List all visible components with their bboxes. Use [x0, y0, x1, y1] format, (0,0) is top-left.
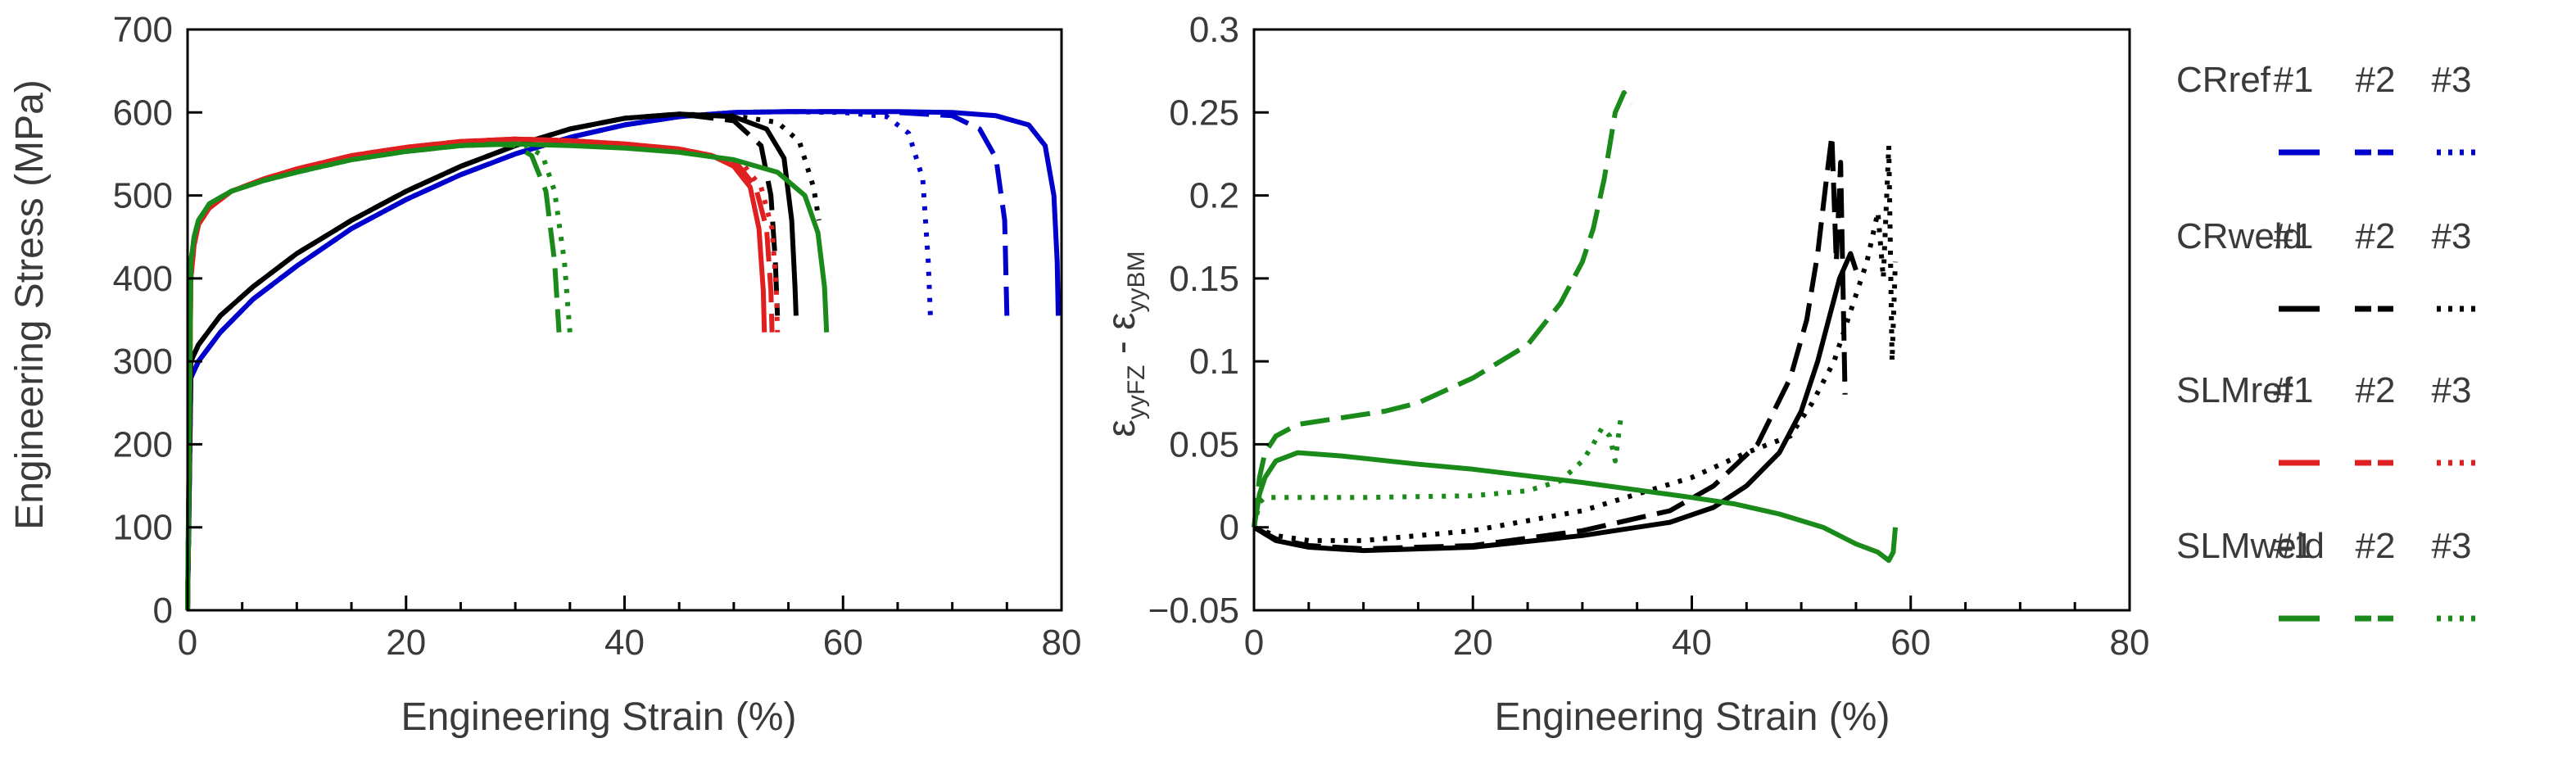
strain-difference-series	[1252, 90, 1898, 564]
legend-number: #1	[2274, 60, 2314, 100]
strain-difference-y-tick-labels: −0.05 0 0.05 0.1 0.15 0.2 0.25 0.3	[1148, 10, 1239, 631]
strain-difference-axes	[1252, 28, 2131, 612]
stress-strain-x-tick-label: 60	[823, 623, 863, 663]
legend-label-crref: CRref	[2176, 60, 2271, 100]
strain-difference-y-tick-label: 0	[1220, 508, 1239, 548]
stress-strain-chart: 0 20 40 60 80 0 100 200 300 400 500 600 700 Enginee…	[8, 10, 1081, 739]
stress-strain-x-tick-label: 20	[386, 623, 426, 663]
legend-label-slmref: SLMref	[2176, 370, 2293, 410]
strain-difference-x-axis-title: Engineering Strain (%)	[1495, 695, 1890, 739]
stress-strain-axes	[186, 28, 1063, 612]
stress-strain-y-tick-label: 400	[113, 259, 173, 299]
stress-strain-y-tick-label: 700	[113, 10, 173, 50]
strain-difference-y-tick-label: 0.1	[1189, 342, 1239, 382]
strain-difference-series-crweld-2	[1252, 133, 1848, 551]
stress-strain-y-tick-label: 200	[113, 424, 173, 464]
legend-number: #3	[2432, 370, 2472, 410]
strain-difference-y-tick-label: 0.05	[1169, 424, 1239, 464]
y-title-sub-bm: yyBM	[1123, 251, 1150, 312]
strain-difference-y-tick-label: 0.25	[1169, 93, 1239, 133]
legend-number: #1	[2274, 370, 2314, 410]
strain-difference-x-tick-label: 80	[2110, 623, 2150, 663]
stress-strain-x-axis-title: Engineering Strain (%)	[401, 695, 797, 739]
legend-label-slmweld: SLMweld	[2176, 526, 2325, 566]
strain-difference-x-tick-label: 40	[1672, 623, 1712, 663]
stress-strain-y-tick-label: 600	[113, 93, 173, 133]
stress-strain-series-crweld-3	[185, 111, 822, 611]
strain-difference-series-crweld-3	[1252, 143, 1898, 543]
stress-strain-x-tick-label: 80	[1042, 623, 1082, 663]
strain-difference-series-slmweld-3	[1252, 417, 1627, 528]
stress-strain-series-slmref-3	[185, 136, 781, 611]
strain-difference-x-tick-labels: 0 20 40 60 80	[1244, 623, 2150, 663]
legend-number: #2	[2356, 370, 2396, 410]
legend-number: #2	[2356, 60, 2396, 100]
legend-number: #1	[2274, 526, 2314, 566]
y-title-epsilon-1: ε	[1100, 419, 1143, 437]
y-title-minus: - ε	[1100, 312, 1143, 365]
legend-number: #2	[2356, 526, 2396, 566]
stress-strain-x-tick-label: 40	[604, 623, 645, 663]
legend-label-crweld: CRweld	[2176, 216, 2302, 256]
stress-strain-series	[185, 109, 1061, 611]
strain-difference-y-tick-label: 0.2	[1189, 176, 1239, 216]
stress-strain-y-axis-title: Engineering Stress (MPa)	[8, 79, 52, 530]
strain-difference-series-slmweld-1	[1252, 450, 1898, 564]
stress-strain-series-crref-3	[185, 109, 933, 611]
strain-difference-y-tick-label: −0.05	[1148, 591, 1239, 631]
stress-strain-y-tick-label: 0	[153, 591, 173, 631]
stress-strain-y-tick-labels: 0 100 200 300 400 500 600 700	[113, 10, 173, 631]
stress-strain-y-tick-label: 100	[113, 508, 173, 548]
legend-number: #2	[2356, 216, 2396, 256]
stress-strain-y-tick-label: 500	[113, 176, 173, 216]
strain-difference-y-axis-title: εyyFZ - εyyBM	[1100, 251, 1150, 437]
stress-strain-series-crref-2	[185, 109, 1010, 611]
stress-strain-series-slmweld-2	[185, 141, 562, 611]
strain-difference-y-tick-label: 0.3	[1189, 10, 1239, 50]
stress-strain-x-tick-label: 0	[178, 623, 197, 663]
legend-number: #3	[2432, 60, 2472, 100]
legend-number: #1	[2274, 216, 2314, 256]
stress-strain-y-tick-label: 300	[113, 342, 173, 382]
strain-difference-y-tick-label: 0.15	[1169, 259, 1239, 299]
strain-difference-x-tick-label: 60	[1890, 623, 1931, 663]
strain-difference-series-slmweld-2	[1252, 90, 1634, 528]
y-title-sub-fz: yyFZ	[1123, 365, 1150, 420]
stress-strain-x-tick-labels: 0 20 40 60 80	[178, 623, 1082, 663]
strain-difference-x-tick-label: 0	[1244, 623, 1264, 663]
strain-difference-x-tick-label: 20	[1453, 623, 1493, 663]
legend-number: #3	[2432, 216, 2472, 256]
legend-number: #3	[2432, 526, 2472, 566]
